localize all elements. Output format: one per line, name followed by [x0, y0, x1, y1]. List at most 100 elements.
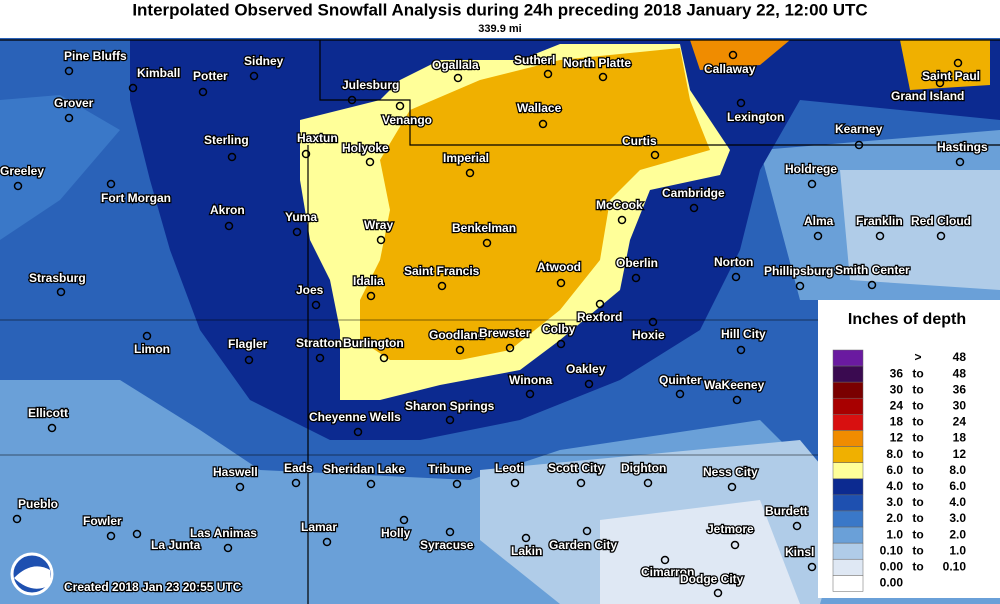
- city-label: McCook: [596, 198, 643, 212]
- city-marker: [732, 395, 742, 405]
- city-marker: [365, 157, 375, 167]
- legend-label: 24: [953, 415, 967, 429]
- city-marker: [399, 515, 409, 525]
- legend-label: 18: [953, 431, 967, 445]
- city-label: Colby: [542, 322, 576, 336]
- city-label: Kimball: [137, 66, 180, 80]
- city-marker: [713, 588, 723, 598]
- legend-label: to: [912, 527, 923, 541]
- legend-label: 3.0: [949, 511, 966, 525]
- legend-label: to: [912, 398, 923, 412]
- city-marker: [736, 98, 746, 108]
- city-label: Lexington: [727, 110, 784, 124]
- legend-label: 48: [953, 366, 967, 380]
- legend-label: 3.0: [886, 495, 903, 509]
- city-label: Oakley: [566, 362, 606, 376]
- city-marker: [223, 543, 233, 553]
- city-label: Oberlin: [616, 256, 658, 270]
- city-marker: [792, 521, 802, 531]
- city-label: Eads: [284, 461, 313, 475]
- city-label: Smith Center: [835, 263, 910, 277]
- city-marker: [445, 527, 455, 537]
- city-marker: [505, 343, 515, 353]
- legend-label: 1.0: [886, 527, 903, 541]
- city-label: Haxtun: [297, 131, 338, 145]
- city-label: Phillipsburg: [764, 264, 833, 278]
- city-label: Ellicott: [28, 406, 68, 420]
- city-marker: [813, 231, 823, 241]
- city-label: Wray: [364, 218, 393, 232]
- city-marker: [12, 514, 22, 524]
- city-marker: [56, 287, 66, 297]
- city-label: Saint Paul: [922, 69, 980, 83]
- city-label: Yuma: [285, 210, 317, 224]
- legend-swatch: [832, 494, 864, 512]
- city-label: Venango: [382, 113, 432, 127]
- orange-area: [900, 40, 990, 90]
- city-label: Scott City: [548, 461, 604, 475]
- city-marker: [730, 540, 740, 550]
- city-label: Greeley: [0, 164, 44, 178]
- city-marker: [311, 300, 321, 310]
- city-label: Dodge City: [680, 572, 744, 586]
- lightest-area: [600, 500, 800, 604]
- city-marker: [521, 533, 531, 543]
- city-marker: [132, 529, 142, 539]
- city-marker: [525, 389, 535, 399]
- city-label: Saint Francis: [404, 264, 480, 278]
- city-marker: [731, 272, 741, 282]
- legend-label: to: [912, 463, 923, 477]
- city-label: Kinsl: [785, 545, 814, 559]
- city-label: Fort Morgan: [101, 191, 171, 205]
- legend-label: 0.00: [880, 576, 904, 590]
- city-marker: [437, 281, 447, 291]
- legend-label: 30: [953, 398, 967, 412]
- city-label: Grover: [54, 96, 94, 110]
- city-marker: [452, 479, 462, 489]
- title: Interpolated Observed Snowfall Analysis …: [132, 0, 867, 19]
- city-marker: [64, 113, 74, 123]
- city-label: La Junta: [151, 538, 201, 552]
- legend-label: to: [912, 447, 923, 461]
- city-marker: [244, 355, 254, 365]
- city-label: Sterling: [204, 133, 249, 147]
- city-label: Cheyenne Wells: [309, 410, 401, 424]
- city-marker: [953, 58, 963, 68]
- city-marker: [142, 331, 152, 341]
- border: [319, 40, 1000, 146]
- city-marker: [576, 478, 586, 488]
- legend-label: >: [914, 350, 921, 364]
- legend-swatch: [832, 446, 864, 463]
- legend-swatch: [832, 542, 864, 560]
- city-marker: [648, 317, 658, 327]
- scale-label: 339.9 mi: [478, 23, 521, 35]
- legend-label: 4.0: [949, 495, 966, 509]
- legend-label: to: [912, 366, 923, 380]
- city-label: Cimarron: [641, 565, 694, 579]
- city-marker: [854, 140, 864, 150]
- legend-swatch: [832, 526, 864, 544]
- city-label: Syracuse: [420, 538, 474, 552]
- legend-swatch: [832, 430, 864, 447]
- city-marker: [598, 72, 608, 82]
- city-label: Stratton: [296, 336, 342, 350]
- city-label: North Platte: [563, 56, 631, 70]
- legend-swatch: [832, 462, 864, 479]
- city-marker: [13, 181, 23, 191]
- city-label: Burlington: [343, 336, 404, 350]
- city-marker: [736, 345, 746, 355]
- city-label: Kearney: [835, 122, 883, 136]
- city-label: Pueblo: [18, 497, 58, 511]
- lighter-area: [840, 170, 1000, 290]
- city-label: Akron: [210, 203, 245, 217]
- legend-swatch: [832, 414, 864, 431]
- city-marker: [106, 531, 116, 541]
- city-label: Holly: [381, 526, 411, 540]
- city-label: Hill City: [721, 327, 766, 341]
- city-marker: [631, 273, 641, 283]
- logo-wave: [14, 566, 50, 589]
- city-marker: [660, 555, 670, 565]
- legend-label: 6.0: [886, 463, 903, 477]
- legend-swatch: [832, 381, 864, 399]
